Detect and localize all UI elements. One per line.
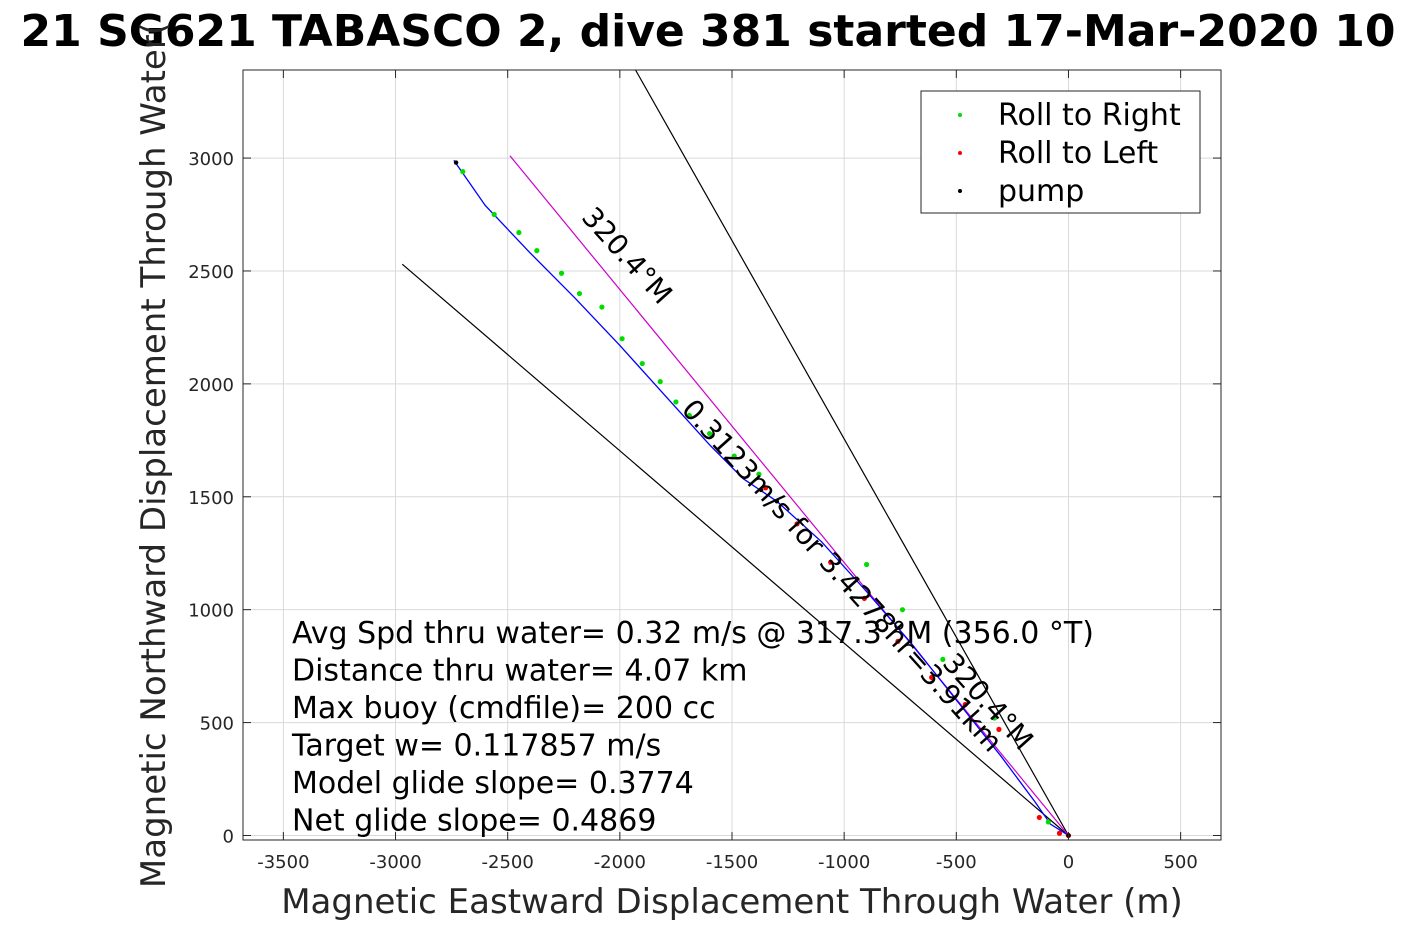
x-tick-label: 500 bbox=[1163, 852, 1197, 873]
legend-marker bbox=[958, 151, 962, 155]
stats-line: Max buoy (cmdfile)= 200 cc bbox=[292, 691, 716, 726]
roll-right-point bbox=[619, 336, 625, 342]
reference-lines bbox=[401, 69, 1069, 836]
stats-line: Model glide slope= 0.3774 bbox=[292, 766, 694, 801]
y-tick-label: 0 bbox=[223, 826, 234, 847]
roll-right-point bbox=[491, 211, 497, 218]
legend-marker bbox=[958, 113, 962, 117]
stats-line: Distance thru water= 4.07 km bbox=[292, 654, 747, 689]
pump-point bbox=[774, 499, 780, 504]
y-axis-label: Magnetic Northward Displacement Through … bbox=[134, 22, 174, 888]
current-label: 0.3123m/s for 3.4278hr=3.91km bbox=[675, 393, 1009, 758]
roll-right-point bbox=[686, 412, 692, 419]
x-tick-label: -2500 bbox=[482, 852, 534, 873]
legend-label: Roll to Right bbox=[998, 98, 1181, 133]
y-tick-label: 500 bbox=[200, 714, 234, 735]
roll-left-point bbox=[962, 701, 968, 708]
roll-right-point bbox=[639, 360, 645, 367]
stats-line: Avg Spd thru water= 0.32 m/s @ 317.3 °M … bbox=[292, 616, 1094, 651]
heading-line bbox=[509, 155, 1069, 836]
y-tick-label: 1500 bbox=[188, 488, 234, 509]
x-tick-label: -3000 bbox=[369, 852, 421, 873]
y-tick-label: 1000 bbox=[188, 601, 234, 622]
points-layer bbox=[453, 160, 1072, 839]
roll-right-point bbox=[991, 715, 998, 721]
roll-right-point bbox=[863, 561, 870, 568]
stats-line: Net glide slope= 0.4869 bbox=[292, 804, 656, 839]
roll-right-point bbox=[899, 607, 906, 613]
roll-right-point bbox=[534, 248, 540, 254]
roll-right-point bbox=[599, 304, 605, 310]
bound-line-lower bbox=[401, 263, 1069, 836]
roll-right-point bbox=[706, 430, 713, 437]
y-tick-label: 3000 bbox=[188, 149, 234, 170]
roll-right-point bbox=[673, 399, 679, 405]
roll-right-point bbox=[558, 270, 565, 276]
pump-point bbox=[453, 160, 459, 165]
x-tick-label: -500 bbox=[936, 852, 977, 873]
pump-point bbox=[758, 487, 764, 493]
roll-left-point bbox=[1036, 814, 1042, 821]
roll-right-point bbox=[756, 471, 762, 477]
x-tick-label: -1000 bbox=[818, 852, 870, 873]
roll-left-point bbox=[1056, 830, 1063, 836]
legend-label: Roll to Left bbox=[998, 136, 1158, 171]
roll-left-point bbox=[996, 726, 1002, 732]
roll-right-point bbox=[460, 169, 466, 175]
roll-left-point bbox=[929, 674, 935, 681]
heading-label-top: 320.4°M bbox=[575, 201, 679, 311]
roll-right-point bbox=[731, 453, 737, 459]
roll-left-point bbox=[763, 485, 769, 491]
roll-left-point bbox=[828, 559, 834, 565]
legend-marker bbox=[958, 189, 962, 193]
x-tick-label: -1500 bbox=[706, 852, 758, 873]
y-tick-label: 2000 bbox=[188, 375, 234, 396]
x-tick-label: -2000 bbox=[594, 852, 646, 873]
roll-left-point bbox=[861, 595, 867, 601]
roll-right-point bbox=[657, 379, 663, 385]
legend-box bbox=[920, 90, 1201, 214]
stats-line: Target w= 0.117857 m/s bbox=[291, 729, 661, 764]
stats-annotation: Avg Spd thru water= 0.32 m/s @ 317.3 °M … bbox=[291, 616, 1094, 839]
roll-right-point bbox=[516, 229, 522, 236]
chart-title: 21 SG621 TABASCO 2, dive 381 started 17-… bbox=[21, 6, 1396, 57]
roll-right-point bbox=[940, 656, 946, 662]
bound-line-upper bbox=[635, 69, 1069, 836]
y-tick-label: 2500 bbox=[188, 262, 234, 283]
roll-left-point bbox=[895, 638, 901, 644]
roll-right-point bbox=[576, 290, 583, 297]
roll-right-point bbox=[1045, 819, 1051, 825]
ticks: -3500 -3000 -2500 -2000 -1500 -1000 -500 0 500 0 5… bbox=[188, 70, 1221, 873]
x-tick-label: 0 bbox=[1063, 852, 1074, 873]
legend-label: pump bbox=[998, 174, 1084, 209]
x-axis-label: Magnetic Eastward Displacement Through W… bbox=[281, 882, 1183, 922]
roll-left-point bbox=[794, 521, 800, 527]
x-tick-label: -3500 bbox=[257, 852, 309, 873]
